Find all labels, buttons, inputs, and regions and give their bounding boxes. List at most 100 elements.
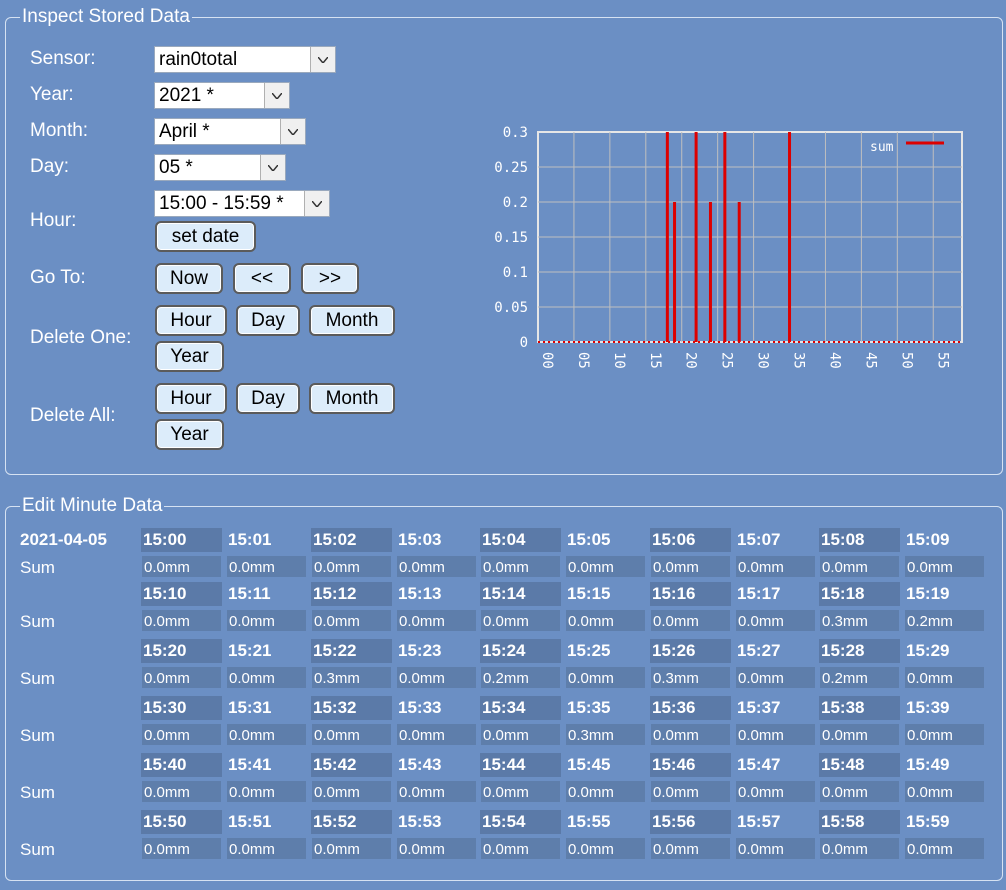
minute-value-field[interactable]: 0.0mm bbox=[565, 780, 646, 803]
minute-value-field[interactable]: 0.0mm bbox=[396, 780, 477, 803]
minute-value-field[interactable]: 0.0mm bbox=[226, 780, 307, 803]
minute-value-field[interactable]: 0.0mm bbox=[735, 837, 816, 860]
minute-value-field[interactable]: 0.3mm bbox=[565, 723, 646, 746]
minute-value-field[interactable]: 0.0mm bbox=[565, 555, 646, 578]
delete-one-day-button[interactable]: Day bbox=[236, 305, 300, 336]
minute-value-field[interactable]: 0.0mm bbox=[650, 723, 731, 746]
minute-value-field[interactable]: 0.0mm bbox=[904, 723, 985, 746]
minute-value-field[interactable]: 0.0mm bbox=[650, 609, 731, 632]
minute-time-label: 15:19 bbox=[906, 584, 950, 603]
day-select[interactable]: 05 * bbox=[154, 154, 286, 181]
minute-value-field[interactable]: 0.0mm bbox=[819, 837, 900, 860]
goto-now-button[interactable]: Now bbox=[155, 263, 223, 294]
minute-value-field[interactable]: 0.0mm bbox=[650, 555, 731, 578]
minute-value-field[interactable]: 0.0mm bbox=[141, 666, 222, 689]
delete-one-hour-button[interactable]: Hour bbox=[155, 305, 227, 336]
minute-value-field[interactable]: 0.0mm bbox=[396, 555, 477, 578]
minute-value-field[interactable]: 0.0mm bbox=[565, 666, 646, 689]
goto-prev-button[interactable]: << bbox=[233, 263, 291, 294]
month-select-value: April * bbox=[159, 121, 210, 142]
minute-value-field[interactable]: 0.0mm bbox=[480, 609, 561, 632]
minute-value-field[interactable]: 0.0mm bbox=[311, 780, 392, 803]
minute-time-label: 15:17 bbox=[737, 584, 781, 603]
minute-value-field[interactable]: 0.0mm bbox=[819, 780, 900, 803]
minute-value-field[interactable]: 0.0mm bbox=[311, 609, 392, 632]
y-tick-label: 0.3 bbox=[503, 125, 528, 141]
delete-one-year-button[interactable]: Year bbox=[155, 341, 224, 372]
minute-value-field[interactable]: 0.0mm bbox=[480, 555, 561, 578]
minute-value-field[interactable]: 0.0mm bbox=[396, 837, 477, 860]
chevron-down-icon bbox=[304, 191, 329, 216]
minute-value-field[interactable]: 0.0mm bbox=[226, 666, 307, 689]
minute-value-field[interactable]: 0.2mm bbox=[904, 609, 985, 632]
minute-value-field[interactable]: 0.2mm bbox=[819, 666, 900, 689]
minute-value-field[interactable]: 0.0mm bbox=[311, 723, 392, 746]
chevron-down-icon bbox=[310, 47, 335, 72]
minute-value-field[interactable]: 0.0mm bbox=[141, 723, 222, 746]
year-select[interactable]: 2021 * bbox=[154, 82, 290, 109]
minute-value-field[interactable]: 0.0mm bbox=[311, 837, 392, 860]
set-date-button[interactable]: set date bbox=[155, 221, 256, 252]
minute-value-field[interactable]: 0.3mm bbox=[819, 609, 900, 632]
delete-all-day-button[interactable]: Day bbox=[236, 383, 300, 414]
minute-value-field[interactable]: 0.3mm bbox=[650, 666, 731, 689]
minute-value-field[interactable]: 0.3mm bbox=[311, 666, 392, 689]
minute-value-field[interactable]: 0.0mm bbox=[480, 723, 561, 746]
minute-time-label: 15:24 bbox=[480, 639, 561, 663]
minute-value-field[interactable]: 0.0mm bbox=[480, 780, 561, 803]
month-label: Month: bbox=[30, 120, 89, 141]
minute-value-field[interactable]: 0.0mm bbox=[735, 555, 816, 578]
minute-time-label: 15:59 bbox=[906, 812, 950, 831]
minute-value-field[interactable]: 0.0mm bbox=[650, 837, 731, 860]
minute-value-field[interactable]: 0.0mm bbox=[396, 666, 477, 689]
minute-value-field[interactable]: 0.0mm bbox=[396, 609, 477, 632]
rain-chart: 0 0.05 0.1 0.15 0.2 0.25 0.3 00 05 10 15 20 25 30 35 40… bbox=[494, 125, 963, 369]
minute-time-label: 15:14 bbox=[480, 582, 561, 606]
minute-time-label: 15:32 bbox=[311, 696, 392, 720]
minute-value-field[interactable]: 0.0mm bbox=[480, 837, 561, 860]
minute-value-field[interactable]: 0.0mm bbox=[904, 780, 985, 803]
minute-time-label: 15:05 bbox=[567, 530, 611, 549]
minute-value-field[interactable]: 0.0mm bbox=[141, 609, 222, 632]
x-tick-label: 55 bbox=[934, 352, 950, 369]
delete-all-hour-button[interactable]: Hour bbox=[155, 383, 227, 414]
sensor-select[interactable]: rain0total bbox=[154, 46, 336, 73]
minute-value-field[interactable]: 0.2mm bbox=[480, 666, 561, 689]
minute-value-field[interactable]: 0.0mm bbox=[565, 609, 646, 632]
minute-time-label: 15:25 bbox=[567, 641, 611, 660]
minute-time-label: 15:44 bbox=[480, 753, 561, 777]
delete-one-month-button[interactable]: Month bbox=[309, 305, 395, 336]
minute-value-field[interactable]: 0.0mm bbox=[904, 837, 985, 860]
minute-value-field[interactable]: 0.0mm bbox=[226, 723, 307, 746]
minute-value-field[interactable]: 0.0mm bbox=[226, 837, 307, 860]
minute-value-field[interactable]: 0.0mm bbox=[735, 666, 816, 689]
year-label: Year: bbox=[30, 84, 74, 105]
minute-time-label: 15:53 bbox=[398, 812, 442, 831]
minute-value-field[interactable]: 0.0mm bbox=[226, 609, 307, 632]
minute-time-label: 15:47 bbox=[737, 755, 781, 774]
minute-time-label: 15:13 bbox=[398, 584, 442, 603]
delete-all-year-button[interactable]: Year bbox=[155, 419, 224, 450]
delete-all-month-button[interactable]: Month bbox=[309, 383, 395, 414]
minute-value-field[interactable]: 0.0mm bbox=[650, 780, 731, 803]
minute-value-field[interactable]: 0.0mm bbox=[141, 555, 222, 578]
goto-next-button[interactable]: >> bbox=[301, 263, 359, 294]
minute-value-field[interactable]: 0.0mm bbox=[735, 609, 816, 632]
minute-value-field[interactable]: 0.0mm bbox=[396, 723, 477, 746]
minute-value-field[interactable]: 0.0mm bbox=[735, 780, 816, 803]
minute-value-field[interactable]: 0.0mm bbox=[735, 723, 816, 746]
minute-value-field[interactable]: 0.0mm bbox=[141, 780, 222, 803]
minute-value-field[interactable]: 0.0mm bbox=[904, 555, 985, 578]
minute-time-label: 15:27 bbox=[737, 641, 781, 660]
minute-value-field[interactable]: 0.0mm bbox=[904, 666, 985, 689]
minute-time-label: 15:49 bbox=[906, 755, 950, 774]
minute-time-label: 15:46 bbox=[650, 753, 731, 777]
minute-value-field[interactable]: 0.0mm bbox=[311, 555, 392, 578]
minute-value-field[interactable]: 0.0mm bbox=[819, 555, 900, 578]
minute-value-field[interactable]: 0.0mm bbox=[819, 723, 900, 746]
minute-value-field[interactable]: 0.0mm bbox=[226, 555, 307, 578]
month-select[interactable]: April * bbox=[154, 118, 306, 145]
minute-value-field[interactable]: 0.0mm bbox=[141, 837, 222, 860]
minute-value-field[interactable]: 0.0mm bbox=[565, 837, 646, 860]
hour-select[interactable]: 15:00 - 15:59 * bbox=[154, 190, 330, 217]
